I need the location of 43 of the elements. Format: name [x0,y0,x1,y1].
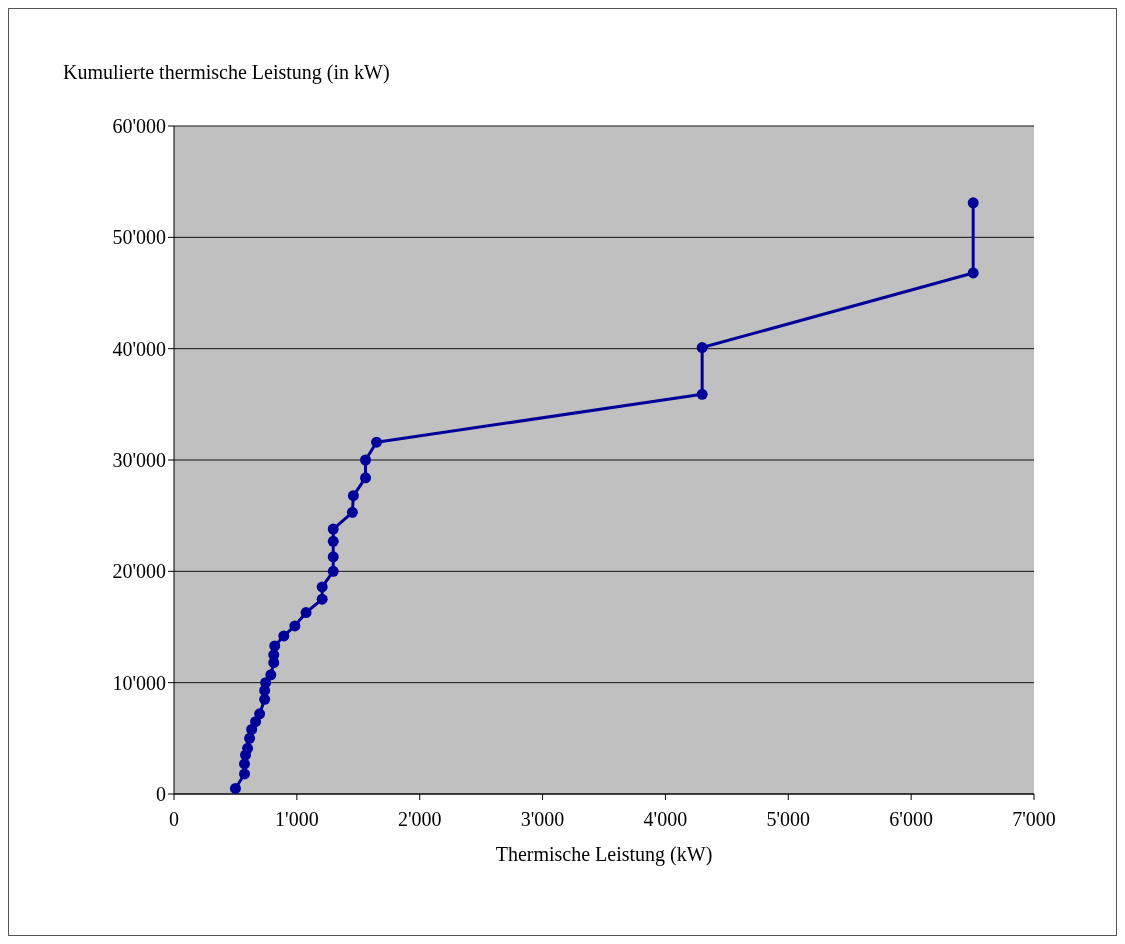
y-tick-label: 0 [156,783,166,806]
point [967,197,979,209]
point [289,620,301,632]
x-tick-label: 3'000 [520,808,565,831]
point [278,630,290,642]
point [242,742,254,754]
point [316,581,328,593]
y-axis-title: Kumulierte thermische Leistung (in kW) [63,61,390,84]
x-tick-label: 4'000 [643,808,688,831]
point [254,708,266,720]
point [316,593,328,605]
point [239,768,251,780]
point [246,723,258,735]
point [327,523,339,535]
point [244,732,256,744]
point [300,607,312,619]
point [360,472,372,484]
point [327,565,339,577]
point [250,716,262,728]
point [696,342,708,354]
point [967,267,979,279]
point [327,551,339,563]
x-tick-label: 7'000 [1012,808,1056,831]
y-tick-label: 20'000 [112,560,166,583]
y-tick-label: 30'000 [112,449,166,472]
x-tick-label: 5'000 [766,808,811,831]
x-tick-label: 1'000 [275,808,319,831]
point [265,669,277,681]
point [346,506,358,518]
y-tick-label: 10'000 [112,671,166,694]
y-tick-label: 40'000 [112,337,166,360]
point [269,640,281,652]
point [229,782,241,794]
point [327,535,339,547]
y-tick-label: 60'000 [112,115,166,138]
point [371,436,383,448]
y-tick-label: 50'000 [112,226,166,249]
point [347,490,359,502]
x-axis-title: Thermische Leistung (kW) [495,843,713,866]
x-tick-label: 2'000 [397,808,442,831]
x-tick-label: 6'000 [889,808,933,831]
point [360,454,372,466]
point [696,388,708,400]
